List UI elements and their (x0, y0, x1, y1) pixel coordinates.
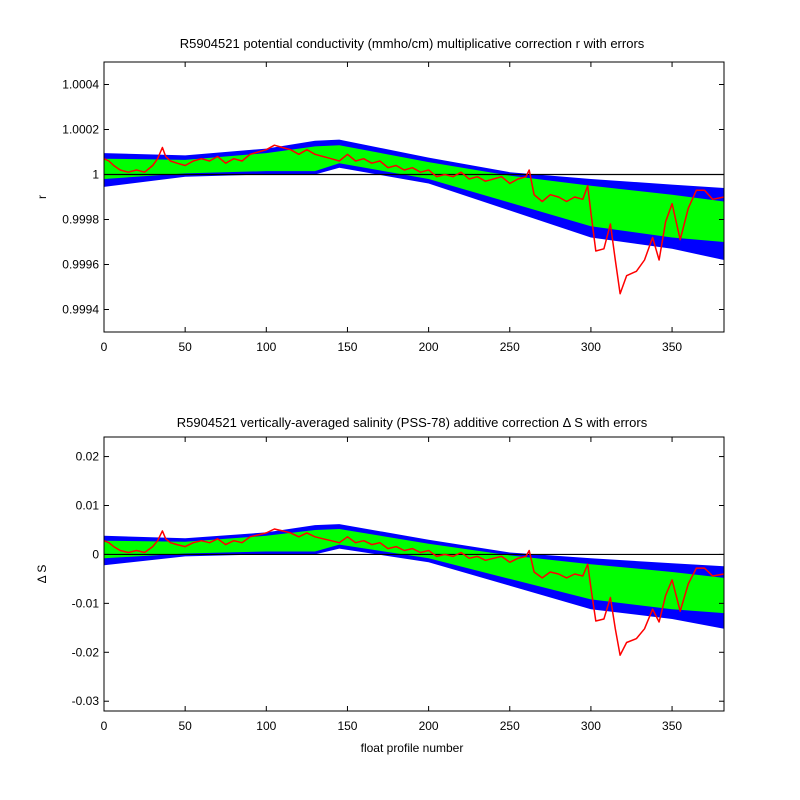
series-group (103, 144, 725, 295)
y-tick-label: -0.02 (72, 645, 100, 659)
x-tick-label: 0 (101, 719, 108, 733)
x-tick-label: 50 (178, 719, 192, 733)
x-tick-label: 100 (256, 340, 276, 354)
y-tick-label: 1.0002 (62, 123, 99, 137)
y-tick-label: 0.02 (76, 450, 100, 464)
x-axis-label: float profile number (361, 741, 464, 755)
inner-error-band (104, 529, 724, 614)
y-tick-label: -0.03 (72, 694, 100, 708)
error-bands (104, 139, 724, 260)
x-tick-label: 350 (662, 340, 682, 354)
y-axis-label: r (35, 195, 49, 199)
inner-error-band (104, 145, 724, 242)
x-tick-label: 150 (337, 719, 357, 733)
x-tick-label: 50 (178, 340, 192, 354)
series-group (103, 528, 725, 656)
plot-frame (103, 61, 725, 333)
salinity-correction-panel: R5904521 vertically-averaged salinity (P… (35, 415, 725, 755)
x-tick-label: 300 (581, 340, 601, 354)
plot-frame (103, 436, 725, 712)
y-tick-label: 0 (92, 547, 99, 561)
conductivity-correction-panel: R5904521 potential conductivity (mmho/cm… (35, 36, 725, 354)
panel-title: R5904521 potential conductivity (mmho/cm… (180, 36, 645, 51)
x-tick-label: 200 (419, 719, 439, 733)
y-ticks: 0.9994 0.9996 0.9998 1 1.0002 1.0004 (62, 78, 724, 317)
panel-title: R5904521 vertically-averaged salinity (P… (177, 415, 648, 430)
x-tick-label: 350 (662, 719, 682, 733)
x-tick-label: 200 (419, 340, 439, 354)
x-tick-label: 150 (337, 340, 357, 354)
series-line (103, 144, 725, 295)
error-bands (104, 524, 724, 629)
y-ticks: -0.03 -0.02 -0.01 0 0.01 0.02 (72, 450, 724, 708)
x-tick-label: 300 (581, 719, 601, 733)
x-ticks: 0 50 100 150 200 250 300 350 (101, 62, 682, 354)
y-axis-label: Δ S (35, 565, 49, 584)
x-tick-label: 250 (500, 340, 520, 354)
y-tick-label: 0.9998 (62, 213, 99, 227)
y-tick-label: -0.01 (72, 596, 100, 610)
x-tick-label: 250 (500, 719, 520, 733)
y-tick-label: 0.9996 (62, 258, 99, 272)
x-ticks: 0 50 100 150 200 250 300 350 (101, 437, 682, 733)
y-tick-label: 0.9994 (62, 303, 99, 317)
y-tick-label: 1 (92, 168, 99, 182)
x-tick-label: 0 (101, 340, 108, 354)
x-tick-label: 100 (256, 719, 276, 733)
series-line (103, 528, 725, 656)
y-tick-label: 1.0004 (62, 78, 99, 92)
y-tick-label: 0.01 (76, 499, 100, 513)
